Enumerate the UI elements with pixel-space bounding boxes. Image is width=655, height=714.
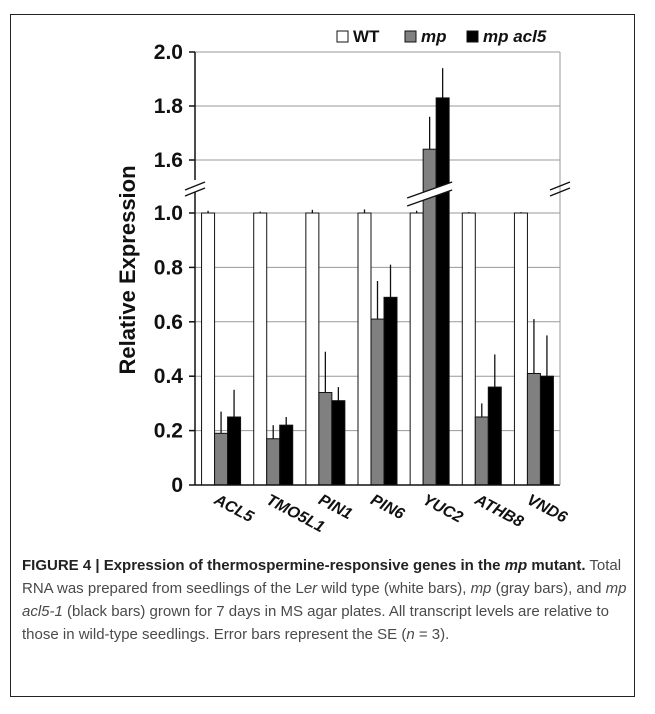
bar-athb8-WT	[461, 212, 476, 486]
y-axis-break-mark	[184, 181, 206, 197]
bar-break-mark-yuc2	[406, 181, 453, 207]
category-label-vnd6: VND6	[524, 492, 570, 527]
legend-label-1: mp	[421, 27, 447, 46]
legend-item-mp-acl5: mp acl5	[466, 27, 547, 46]
legend-label-2: mp acl5	[483, 27, 547, 46]
y-tick-label-3: 0.6	[154, 311, 183, 334]
bar-chart: 00.20.40.60.81.01.61.82.0 ACL5 TMO5L1PIN1…	[115, 27, 571, 536]
y-tick-label-0: 0	[171, 474, 183, 497]
caption-text-5: = 3).	[414, 626, 450, 643]
caption-italic-3: mp acl5-1	[22, 580, 627, 620]
bar-tmo5l1-mp-acl5	[279, 424, 294, 486]
caption-text-4: (black bars) grown for 7 days in MS agar…	[22, 603, 609, 643]
bar-vnd6-mp-acl5	[539, 375, 554, 486]
chart-bars	[201, 97, 554, 486]
chart-axes	[184, 51, 571, 486]
bar-pin6-mp	[370, 318, 385, 486]
bar-pin1-mp	[318, 392, 333, 486]
caption-text-2: wild type (white bars),	[317, 580, 471, 597]
legend-label-0: WT	[353, 27, 380, 46]
bar-tmo5l1-mp	[266, 438, 281, 486]
legend-item-mp: mp	[404, 27, 447, 46]
bar-acl5-WT	[201, 212, 216, 486]
caption-title: FIGURE 4 | Expression of thermospermine-…	[22, 557, 586, 574]
bar-pin6-WT	[357, 212, 372, 486]
legend-swatch-0	[336, 30, 349, 43]
y-axis-label: Relative Expression	[115, 165, 140, 374]
y-tick-label-7: 1.8	[154, 95, 184, 118]
bar-yuc2-mp-acl5	[435, 97, 450, 486]
legend-swatch-1	[404, 30, 417, 43]
right-break-mark	[549, 181, 571, 197]
y-tick-label-8: 2.0	[154, 41, 183, 64]
y-tick-label-4: 0.8	[154, 256, 184, 279]
chart-legend: WT mp mp acl5	[336, 27, 547, 46]
figure-caption: FIGURE 4 | Expression of thermospermine-…	[22, 554, 632, 646]
category-label-acl5: ACL5	[210, 491, 257, 527]
bar-yuc2-WT	[409, 212, 424, 486]
bar-athb8-mp-acl5	[487, 386, 502, 486]
caption-italic-4: n	[406, 626, 415, 643]
bar-pin6-mp-acl5	[383, 296, 398, 486]
figure-frame	[10, 14, 635, 697]
category-label-tmo5l1: TMO5L1	[263, 492, 327, 537]
caption-title-end: mutant.	[527, 557, 586, 574]
caption-italic-1: er	[303, 580, 318, 597]
chart-error-bars	[207, 68, 548, 439]
category-label-athb8: ATHB8	[471, 491, 526, 531]
bar-athb8-mp	[474, 416, 489, 486]
bar-vnd6-WT	[513, 212, 528, 486]
y-tick-label-2: 0.4	[154, 365, 184, 388]
bar-acl5-mp-acl5	[227, 416, 242, 486]
legend-item-WT: WT	[336, 27, 380, 46]
category-label-yuc2: YUC2	[420, 492, 466, 527]
caption-italic-2: mp	[470, 580, 492, 597]
chart-y-ticks: 0 0.2 0.4 0.6 0.8 1.0 1.6 1.8 2.0	[154, 41, 184, 497]
caption-title-italic: mp	[504, 557, 528, 574]
y-tick-label-6: 1.6	[154, 149, 183, 172]
bar-pin1-WT	[305, 212, 320, 486]
caption-title-start: FIGURE 4 | Expression of thermospermine-…	[22, 557, 505, 574]
bar-acl5-mp	[214, 432, 229, 486]
caption-text-1: Total RNA was prepared from seedlings of…	[22, 557, 622, 597]
legend-swatch-2	[466, 30, 479, 43]
bar-vnd6-mp	[526, 372, 541, 486]
caption-text-3: (gray bars), and	[491, 580, 606, 597]
category-label-pin6: PIN6	[368, 492, 407, 524]
y-tick-label-5: 1.0	[154, 202, 183, 225]
bar-pin1-mp-acl5	[331, 400, 346, 486]
y-tick-label-1: 0.2	[154, 420, 183, 443]
bar-tmo5l1-WT	[253, 212, 268, 486]
